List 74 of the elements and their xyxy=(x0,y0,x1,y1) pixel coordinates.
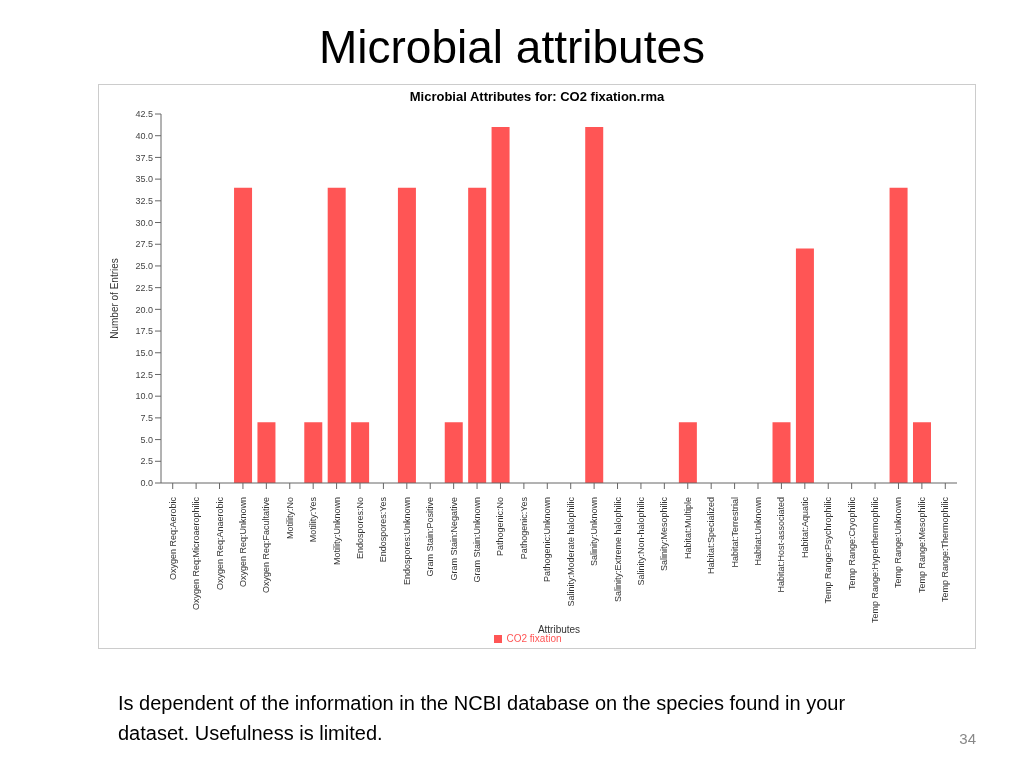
x-tick-label: Pathogenic:No xyxy=(495,497,506,557)
bar xyxy=(772,422,791,483)
y-tick-label: 32.5 xyxy=(135,196,153,207)
y-tick-label: 40.0 xyxy=(135,130,153,141)
bar xyxy=(351,422,370,483)
x-tick-label: Temp Range:Cryophilic xyxy=(846,496,857,591)
x-tick-label: Motility:No xyxy=(284,497,295,540)
x-tick-label: Salinity:Mesophilic xyxy=(659,496,670,572)
x-tick-label: Temp Range:Unknown xyxy=(893,497,904,589)
y-tick-label: 22.5 xyxy=(135,282,153,293)
x-tick-label: Habitat:Unknown xyxy=(753,497,763,566)
y-tick-label: 25.0 xyxy=(135,261,153,272)
bar xyxy=(257,422,276,483)
x-tick-label: Motility:Unknown xyxy=(331,497,342,566)
x-tick-label: Oxygen Req:Anaerobic xyxy=(214,496,225,591)
legend-label: CO2 fixation xyxy=(506,633,562,644)
x-tick-label: Gram Stain:Negative xyxy=(448,497,459,581)
y-tick-label: 35.0 xyxy=(135,174,153,185)
x-tick-label: Oxygen Req:Microaerophilic xyxy=(191,496,202,611)
chart-title: Microbial Attributes for: CO2 fixation.rma xyxy=(408,88,666,106)
y-tick-label: 5.0 xyxy=(140,434,153,445)
x-tick-label: Temp Range:Psychrophilic xyxy=(823,496,834,604)
bar xyxy=(468,187,487,483)
bar xyxy=(491,127,510,483)
y-tick-label: 20.0 xyxy=(135,304,153,315)
bar xyxy=(795,248,814,483)
y-tick-label: 7.5 xyxy=(140,413,153,424)
x-tick-label: Habitat:Multiple xyxy=(682,497,693,560)
x-tick-label: Habitat:Terrestrial xyxy=(729,497,740,568)
x-tick-label: Oxygen Req:Unknown xyxy=(237,497,248,588)
x-axis-title: Attributes xyxy=(537,624,581,635)
x-tick-label: Temp Range:Hyperthermophilic xyxy=(870,496,881,624)
y-tick-label: 27.5 xyxy=(135,239,153,250)
x-tick-label: Oxygen Req:Aerobic xyxy=(167,496,178,581)
x-tick-label: Endospores:No xyxy=(355,497,365,560)
x-tick-label: Salinity:Non-halophilic xyxy=(635,496,646,586)
y-tick-label: 15.0 xyxy=(135,347,153,358)
x-tick-label: Temp Range:Thermophilic xyxy=(940,496,951,603)
bar xyxy=(889,187,908,483)
x-tick-label: Gram Stain:Positive xyxy=(425,497,436,577)
bar xyxy=(912,422,931,483)
y-tick-label: 30.0 xyxy=(135,217,153,228)
x-tick-label: Endospores:Unknown xyxy=(401,497,412,586)
y-tick-label: 10.0 xyxy=(135,391,153,402)
x-tick-label: Motility:Yes xyxy=(308,496,319,543)
chart-subtitle: Microbial attributes xyxy=(317,20,706,75)
x-tick-label: Salinity:Moderate halophilic xyxy=(565,496,576,607)
x-tick-label: Habitat:Aquatic xyxy=(799,496,810,559)
y-tick-label: 42.5 xyxy=(135,109,153,120)
bar xyxy=(444,422,463,483)
bar xyxy=(327,187,346,483)
x-tick-label: Habitat:Specialized xyxy=(706,497,717,575)
bar xyxy=(234,187,253,483)
bar xyxy=(304,422,323,483)
x-tick-label: Habitat:Host-associated xyxy=(776,497,787,593)
x-tick-label: Temp Range:Mesophilic xyxy=(916,496,927,594)
x-tick-label: Pathogenic:Unknown xyxy=(542,497,553,583)
y-tick-label: 37.5 xyxy=(135,152,153,163)
y-tick-label: 17.5 xyxy=(135,326,153,337)
y-axis-title: Number of Entries xyxy=(108,258,120,339)
x-tick-label: Salinity:Extreme halophilic xyxy=(612,496,623,603)
x-tick-label: Salinity:Unknown xyxy=(589,497,600,567)
bar xyxy=(397,187,416,483)
y-tick-label: 12.5 xyxy=(135,369,153,380)
bar xyxy=(678,422,697,483)
bar xyxy=(585,127,604,483)
y-tick-label: 2.5 xyxy=(140,456,153,467)
x-tick-label: Endospores:Yes xyxy=(378,496,389,563)
text: Is dependent of the information in the NCBI database on the species found in your dataset. Usefulness is limited. xyxy=(118,691,847,746)
text: 34 xyxy=(959,730,976,747)
y-tick-label: 0.0 xyxy=(140,478,153,489)
x-tick-label: Pathogenic:Yes xyxy=(518,496,529,560)
x-tick-label: Gram Stain:Unknown xyxy=(472,497,483,583)
x-tick-label: Oxygen Req:Facultative xyxy=(261,497,272,594)
